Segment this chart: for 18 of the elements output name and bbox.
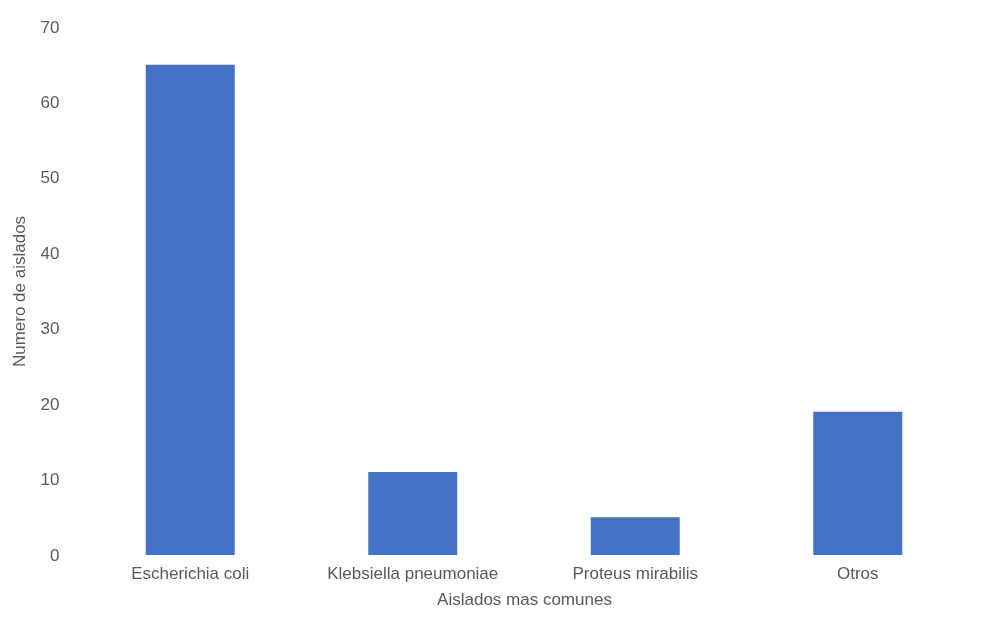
- y-axis-title: Numero de aislados: [9, 215, 29, 368]
- bar: [590, 517, 680, 555]
- bar: [813, 411, 903, 555]
- y-tick-label: 0: [50, 545, 60, 565]
- y-tick-label: 10: [40, 470, 60, 490]
- y-tick-label: 70: [40, 17, 60, 37]
- x-tick-label: Otros: [836, 563, 879, 583]
- bar: [145, 64, 235, 555]
- y-tick-label: 40: [40, 243, 60, 263]
- y-tick-label: 20: [40, 394, 60, 414]
- x-tick-label: Proteus mirabilis: [572, 563, 699, 583]
- x-tick-label: Escherichia coli: [131, 563, 250, 583]
- x-axis-title: Aislados mas comunes: [437, 589, 612, 609]
- y-tick-label: 60: [40, 92, 60, 112]
- x-tick-label: Klebsiella pneumoniae: [327, 563, 499, 583]
- bar: [368, 472, 458, 555]
- y-tick-label: 50: [40, 168, 60, 188]
- y-tick-label: 30: [40, 319, 60, 339]
